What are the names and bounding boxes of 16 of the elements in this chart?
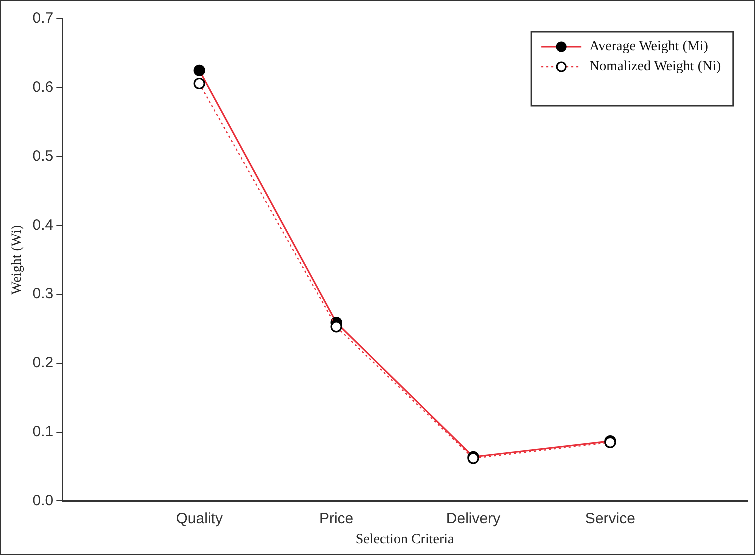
x-tick-label: Quality bbox=[176, 510, 224, 528]
y-tick-label: 0.0 bbox=[32, 492, 54, 510]
x-tick-label: Service bbox=[585, 510, 636, 528]
y-tick-label: 0.3 bbox=[32, 286, 54, 303]
y-tick-label: 0.6 bbox=[32, 79, 54, 96]
y-tick-label: 0.2 bbox=[32, 354, 54, 372]
y-tick-label: 0.4 bbox=[32, 216, 54, 234]
x-axis-title: Selection Criteria bbox=[356, 532, 455, 548]
legend-label: Average Weight (Mi) bbox=[590, 40, 709, 55]
x-tick-label: Delivery bbox=[446, 510, 502, 528]
y-axis-title: Weight (Wi) bbox=[10, 225, 26, 295]
x-tick-label: Price bbox=[319, 510, 354, 528]
legend-label: Nomalized Weight (Ni) bbox=[590, 60, 722, 75]
y-tick-label: 0.7 bbox=[32, 10, 54, 28]
y-tick-label: 0.5 bbox=[32, 148, 54, 165]
y-tick-label: 0.1 bbox=[32, 423, 54, 440]
